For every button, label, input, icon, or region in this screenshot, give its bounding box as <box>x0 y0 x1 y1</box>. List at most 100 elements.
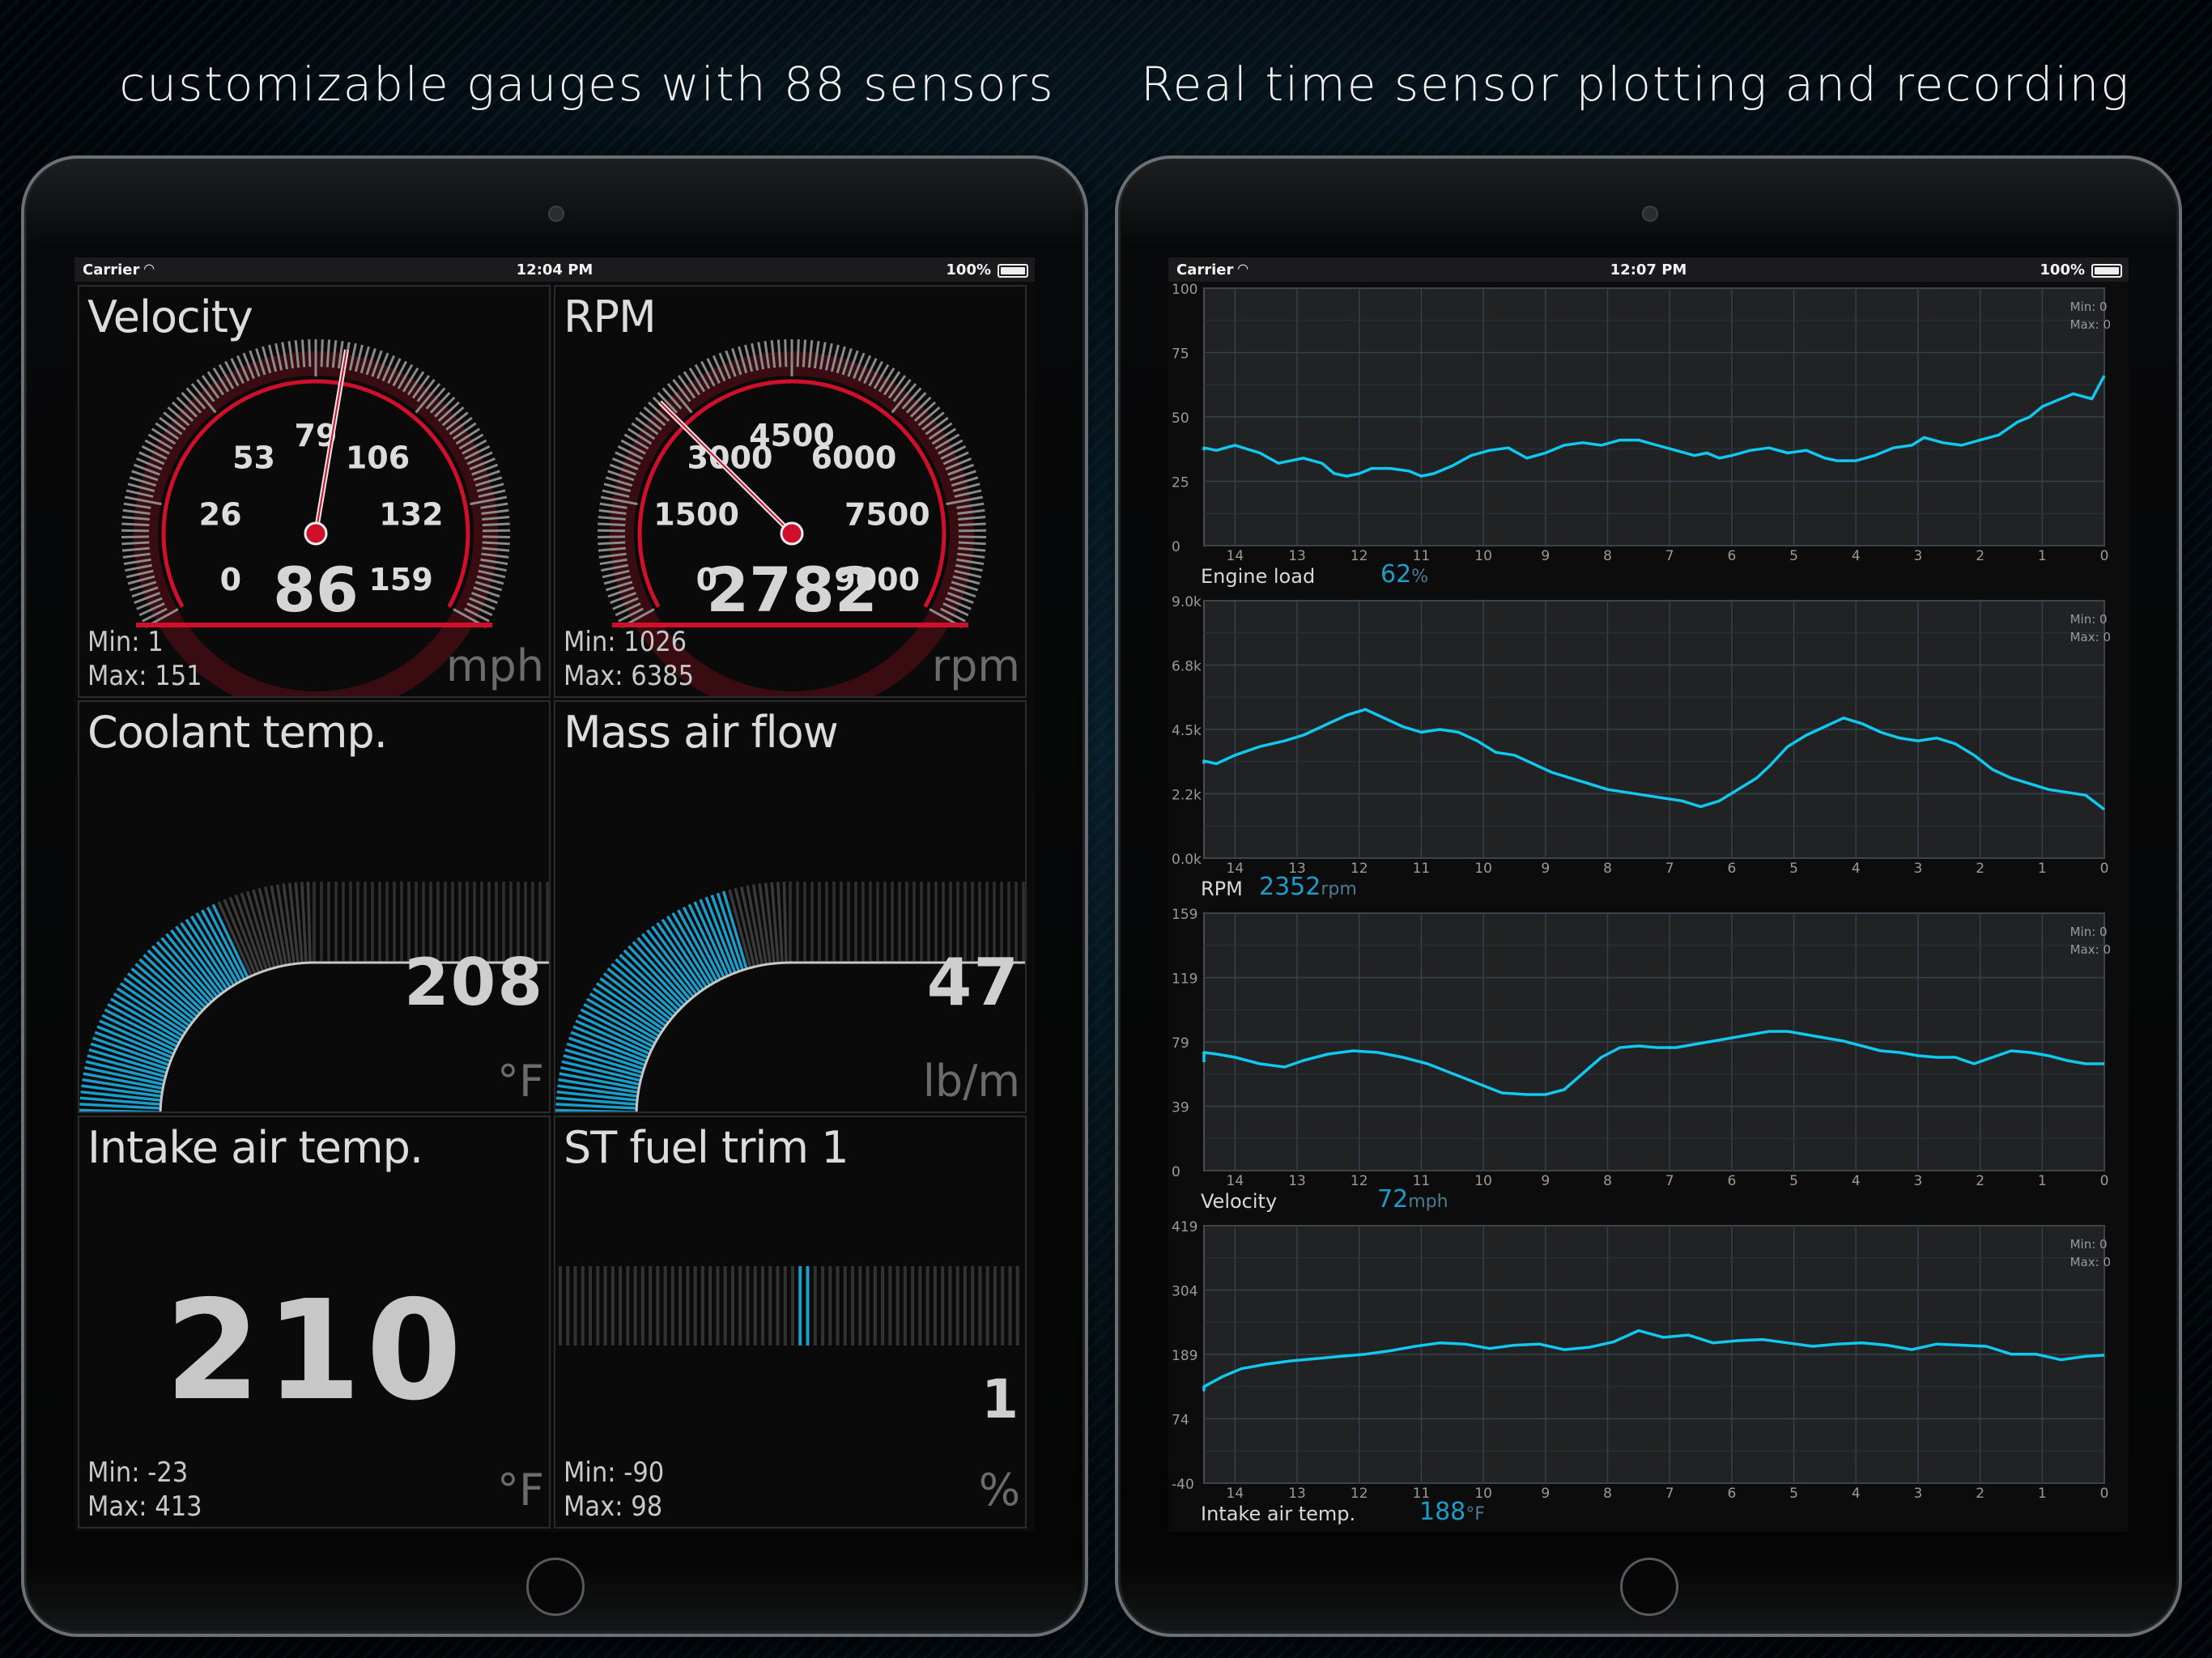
dial-tick <box>142 607 168 623</box>
arc-inner-line <box>635 961 1025 1112</box>
dial-tick <box>738 346 748 374</box>
dial-value: 2782 <box>706 554 878 626</box>
dial-tick <box>607 470 635 482</box>
gauge-min: Min: 1 <box>87 626 164 658</box>
dial-tick <box>770 340 776 368</box>
dial-tick <box>121 546 150 552</box>
x-tick-label: 4 <box>1852 1486 1861 1502</box>
arc-segment <box>751 884 768 965</box>
chart-panel-engine-load[interactable]: 14 13 12 11 10 9 8 7 6 5 4 3 2 1 0 100 75 50 25 0 Min: 0 Max:… <box>1168 283 2129 596</box>
dial-tick <box>163 411 186 431</box>
y-tick-label: 0 <box>1172 1164 1180 1180</box>
dial-tick <box>441 406 465 427</box>
arc-segment <box>641 933 695 998</box>
y-tick-label: 419 <box>1172 1221 1197 1235</box>
dial-tick <box>946 592 974 604</box>
chart-panel-velocity[interactable]: 14 13 12 11 10 9 8 7 6 5 4 3 2 1 0 159 119 79 39 0 Min: 0 Max… <box>1168 908 2129 1221</box>
series-line <box>1202 708 2106 811</box>
gauge-title: Intake air temp. <box>87 1122 423 1173</box>
y-tick-label: 304 <box>1172 1284 1197 1300</box>
gauge-max: Max: 6385 <box>564 660 695 692</box>
arc-segment <box>739 886 760 967</box>
x-tick-label: 11 <box>1413 548 1431 564</box>
arc-segment <box>636 937 691 1001</box>
gauge-value: 1 <box>981 1368 1020 1431</box>
dial-tick <box>905 392 927 414</box>
dial-tick <box>921 411 945 431</box>
dial-tick <box>731 348 742 376</box>
home-button[interactable] <box>1620 1558 1678 1616</box>
x-tick-label: 12 <box>1351 1173 1368 1189</box>
dial-tick <box>480 558 508 566</box>
x-tick-label: 8 <box>1603 1486 1612 1502</box>
y-tick-label: 50 <box>1172 410 1189 427</box>
arc-segment <box>134 963 198 1018</box>
dial-tick <box>469 457 496 470</box>
chart-panel-rpm[interactable]: 14 13 12 11 10 9 8 7 6 5 4 3 2 1 0 9.0k 6.8k 4.5k 2.2k 0.0k… <box>1168 596 2129 908</box>
x-tick-label: 1 <box>2038 1173 2047 1189</box>
dial-tick <box>934 433 960 450</box>
gauge-tile-mass-air-flow[interactable]: 47 lb/m Mass air flow <box>554 700 1027 1113</box>
x-tick-label: 6 <box>1727 1173 1736 1189</box>
arc-segment <box>623 949 683 1009</box>
dial-tick <box>958 541 986 546</box>
dial-tick <box>956 558 985 566</box>
dial-tick <box>909 396 932 418</box>
gauge-tile-intake-air-temp-[interactable]: 210 °F Min: -23 Max: 413 Intake air temp. <box>78 1116 551 1528</box>
arc-segment <box>589 992 660 1038</box>
dial-tick <box>249 350 261 377</box>
dial-tick <box>122 552 151 559</box>
dial-tick <box>337 341 344 369</box>
gauge-title: Velocity <box>87 291 253 342</box>
gauge-unit: °F <box>496 1465 544 1516</box>
x-tick-label: 7 <box>1665 548 1674 564</box>
dial-tick <box>951 476 979 487</box>
dial-tick <box>620 439 646 455</box>
dial-base-line <box>136 623 492 627</box>
arc-segment <box>165 933 219 998</box>
dial-tick <box>940 445 967 460</box>
dial-tick <box>928 422 953 440</box>
dial-tick <box>813 341 820 369</box>
arc-segment <box>99 1019 175 1056</box>
dial-tick <box>836 346 846 374</box>
arc-segment <box>558 1078 639 1095</box>
dial-tick <box>171 401 194 422</box>
arc-segment <box>240 892 268 971</box>
dial-tick <box>474 476 503 487</box>
gauge-tile-coolant-temp-[interactable]: 208 °F Coolant temp. <box>78 700 551 1113</box>
dial-tick <box>167 406 190 427</box>
chart-min: Min: 0 <box>2069 300 2108 314</box>
gauge-unit: rpm <box>931 640 1020 691</box>
home-button[interactable] <box>526 1558 585 1616</box>
arc-segment <box>306 882 312 963</box>
dial-tick-label: 0 <box>696 562 717 597</box>
dial-tick <box>433 396 456 418</box>
dial-tick <box>700 360 716 387</box>
dial-tick <box>159 416 183 436</box>
y-tick-label: 189 <box>1172 1348 1197 1364</box>
dial-tick <box>857 355 872 382</box>
gauge-minmax: Min: 1 Max: 151 <box>87 625 202 693</box>
current-unit: mph <box>1408 1192 1448 1212</box>
gauge-value: 47 <box>926 945 1020 1020</box>
gauge-tile-velocity[interactable]: 0 26 53 79 106 132 159 86 mph Min: 1 Max: 151 Veloc… <box>78 285 551 698</box>
arc-segment <box>710 895 741 972</box>
arc-segment <box>559 1072 640 1090</box>
dial-tick <box>474 580 503 592</box>
dial-tick <box>473 586 500 598</box>
dial-tick <box>122 508 151 515</box>
chart-panel-intake-air-temp-[interactable]: 14 13 12 11 10 9 8 7 6 5 4 3 2 1 0 419 304 189 74 -40 Min: 0… <box>1168 1221 2129 1532</box>
arc-segment <box>627 945 686 1006</box>
gauge-tile-rpm[interactable]: 0 1500 3000 4500 6000 7500 9000 2782 rpm Min: 102… <box>554 285 1027 698</box>
dial-tick <box>482 541 510 546</box>
x-tick-label: 1 <box>2038 861 2047 877</box>
x-tick-label: 11 <box>1413 1486 1431 1502</box>
arc-segment <box>572 1025 649 1059</box>
dial-tick <box>354 344 364 372</box>
dial-tick <box>776 339 782 368</box>
dial-tick <box>206 371 225 396</box>
camera-icon <box>1642 206 1658 222</box>
dial-tick <box>294 340 300 368</box>
gauge-tile-st-fuel-trim-1[interactable]: 1% Min: -90 Max: 98 ST fuel trim 1 <box>554 1116 1027 1528</box>
